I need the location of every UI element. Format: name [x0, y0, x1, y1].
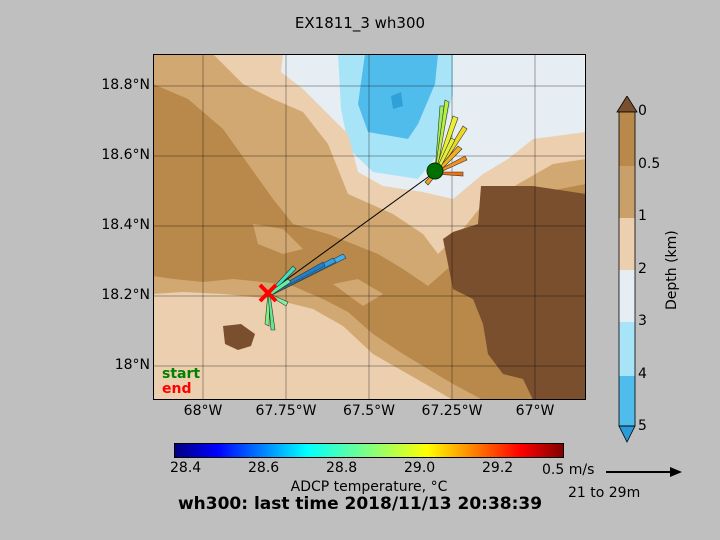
lon-tick-label: 68°W: [183, 403, 223, 419]
temperature-colorbar-label: ADCP temperature, °C: [290, 479, 448, 495]
start-legend-label: start: [162, 366, 201, 382]
map-frame: [153, 54, 586, 400]
lat-tick-label: 18.2°N: [101, 287, 150, 303]
reference-depth-range: 21 to 29m: [568, 485, 641, 501]
lat-tick-label: 18.6°N: [101, 147, 150, 163]
temperature-tick-label: 28.8: [326, 460, 358, 476]
depth-tick-label: 5: [638, 418, 647, 434]
temperature-tick-label: 28.6: [248, 460, 280, 476]
depth-tick-label: 0.5: [638, 156, 661, 172]
depth-colorbar-label: Depth (km): [664, 230, 680, 310]
reference-arrow-icon: [606, 467, 682, 477]
lat-tick-label: 18°N: [114, 357, 150, 373]
depth-tick-label: 4: [638, 366, 647, 382]
temperature-colorbar: [174, 443, 564, 458]
plot-title: EX1811_3 wh300: [294, 14, 426, 32]
end-position-marker: [258, 283, 278, 303]
land-puerto-rico: [443, 186, 586, 400]
end-legend-label: end: [162, 381, 192, 397]
bathymetry-map[interactable]: [153, 54, 586, 400]
lon-tick-label: 67.75°W: [255, 403, 317, 419]
land-mona-island: [223, 324, 255, 350]
ship-track: [267, 171, 436, 294]
depth-tick-label: 0: [638, 103, 647, 119]
temperature-tick-label: 29.0: [404, 460, 436, 476]
lon-tick-label: 67°W: [515, 403, 555, 419]
start-position-marker: [426, 162, 444, 180]
current-vectors-end: [264, 253, 347, 331]
lat-tick-label: 18.8°N: [101, 77, 150, 93]
depth-tick-label: 3: [638, 313, 647, 329]
lon-tick-label: 67.25°W: [421, 403, 483, 419]
depth-tick-label: 1: [638, 208, 647, 224]
lat-tick-label: 18.4°N: [101, 217, 150, 233]
last-time-caption: wh300: last time 2018/11/13 20:38:39: [177, 494, 543, 514]
map-grid: [153, 54, 586, 400]
lon-tick-label: 67.5°W: [342, 403, 395, 419]
reference-speed-label: 0.5 m/s: [542, 462, 595, 478]
depth-0-0.5km-area: [153, 84, 586, 400]
depth-tick-label: 2: [638, 261, 647, 277]
depth-colorbar: [616, 96, 638, 443]
temperature-tick-label: 28.4: [170, 460, 202, 476]
temperature-tick-label: 29.2: [482, 460, 514, 476]
